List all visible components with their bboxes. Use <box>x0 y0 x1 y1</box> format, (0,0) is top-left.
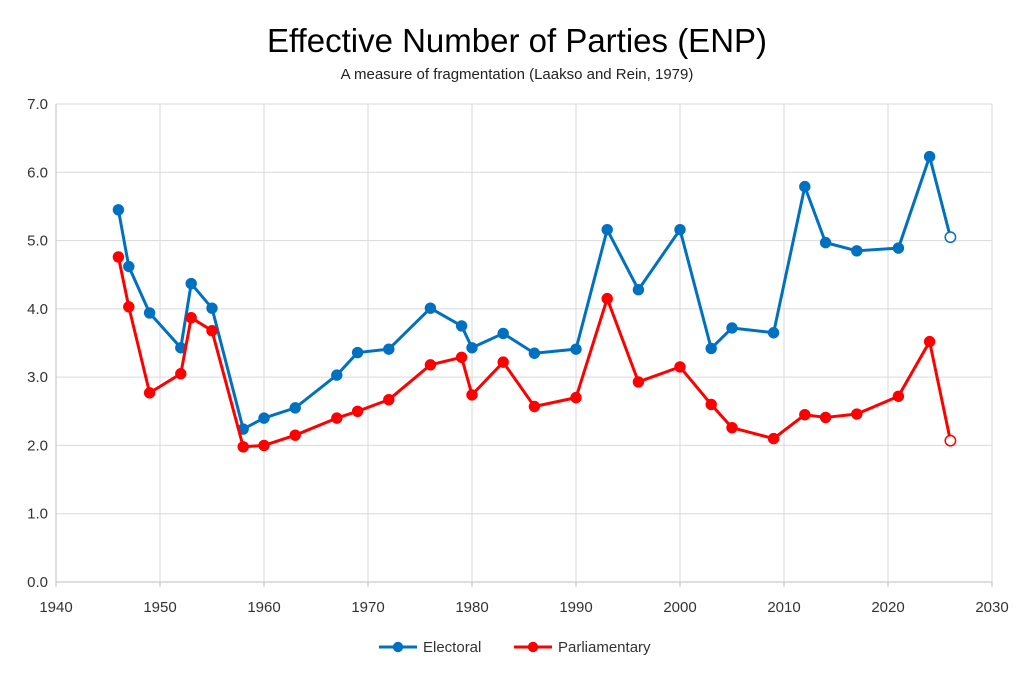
data-point-parliamentary <box>331 412 343 424</box>
data-point-parliamentary <box>175 368 187 380</box>
data-point-electoral <box>632 284 645 296</box>
data-point-electoral <box>258 412 270 424</box>
data-point-electoral <box>570 343 582 355</box>
data-point-electoral <box>351 346 364 359</box>
data-point-electoral <box>289 402 301 414</box>
data-point-parliamentary <box>799 409 811 421</box>
data-point-electoral <box>123 260 135 273</box>
chart-subtitle: A measure of fragmentation (Laakso and R… <box>341 66 694 83</box>
data-point-parliamentary <box>726 421 738 434</box>
data-point-parliamentary <box>123 301 135 313</box>
x-tick-label: 1950 <box>143 599 176 616</box>
legend: Electoral Parliamentary <box>379 639 651 656</box>
series-parliamentary <box>112 251 957 453</box>
y-tick-label: 6.0 <box>27 164 48 181</box>
legend-label-parliamentary: Parliamentary <box>558 639 651 656</box>
data-point-electoral <box>331 369 343 381</box>
data-point-electoral <box>944 231 957 244</box>
data-point-electoral <box>799 180 811 193</box>
data-point-electoral <box>705 342 717 355</box>
x-tick-label: 1970 <box>351 599 384 616</box>
data-point-parliamentary <box>289 429 301 441</box>
data-point-electoral <box>455 320 468 332</box>
data-point-electoral <box>767 327 780 339</box>
data-point-electoral <box>383 343 395 355</box>
data-point-parliamentary <box>632 376 645 388</box>
x-tick-label: 1980 <box>455 599 488 616</box>
data-point-electoral <box>528 347 541 359</box>
legend-item-parliamentary: Parliamentary <box>514 639 651 656</box>
data-point-electoral <box>497 327 509 340</box>
data-point-parliamentary <box>767 432 780 445</box>
series-group <box>112 150 957 453</box>
data-point-parliamentary <box>424 359 437 371</box>
legend-label-electoral: Electoral <box>423 639 481 656</box>
data-point-parliamentary <box>674 361 686 373</box>
legend-marker-parliamentary <box>527 641 539 653</box>
data-point-parliamentary <box>851 408 863 420</box>
legend-item-electoral: Electoral <box>379 639 481 656</box>
data-point-parliamentary <box>601 292 613 305</box>
axes: 0.0 1.0 2.0 3.0 4.0 5.0 6.0 7.0 1940 1950 1960 1970… <box>27 96 1009 616</box>
y-tick-label: 5.0 <box>27 233 48 250</box>
x-tick-label: 2000 <box>663 599 696 616</box>
data-point-electoral <box>819 236 832 249</box>
data-point-electoral <box>424 302 437 314</box>
data-point-parliamentary <box>237 441 249 453</box>
data-point-electoral <box>923 150 936 163</box>
data-point-electoral <box>601 223 613 236</box>
x-tick-label: 2010 <box>767 599 800 616</box>
y-tick-label: 1.0 <box>27 506 48 523</box>
series-electoral <box>112 150 957 435</box>
data-point-parliamentary <box>466 389 478 401</box>
data-point-parliamentary <box>705 398 717 411</box>
data-point-parliamentary <box>923 335 936 348</box>
data-point-electoral <box>185 277 197 290</box>
data-point-parliamentary <box>497 356 509 368</box>
data-point-parliamentary <box>570 391 582 404</box>
data-point-electoral <box>851 245 863 257</box>
data-point-parliamentary <box>185 312 197 324</box>
data-point-parliamentary <box>351 405 364 417</box>
x-tick-label: 1940 <box>39 599 72 616</box>
data-point-electoral <box>112 204 125 216</box>
chart-title: Effective Number of Parties (ENP) <box>267 22 767 59</box>
y-tick-label: 2.0 <box>27 437 48 454</box>
x-tick-label: 1990 <box>559 599 592 616</box>
x-tick-label: 1960 <box>247 599 280 616</box>
x-tick-label: 2030 <box>975 599 1008 616</box>
data-point-parliamentary <box>455 351 468 364</box>
y-tick-label: 4.0 <box>27 301 48 318</box>
data-point-parliamentary <box>819 411 832 424</box>
data-point-parliamentary <box>528 400 541 413</box>
data-point-parliamentary <box>944 434 957 447</box>
data-point-electoral <box>892 242 905 254</box>
data-point-parliamentary <box>206 325 218 337</box>
y-tick-label: 3.0 <box>27 369 48 386</box>
data-point-parliamentary <box>258 439 270 452</box>
data-point-electoral <box>466 342 478 354</box>
data-point-parliamentary <box>143 387 156 399</box>
data-point-parliamentary <box>892 390 905 402</box>
legend-marker-electoral <box>392 641 404 653</box>
y-tick-label: 7.0 <box>27 96 48 113</box>
data-point-electoral <box>206 302 218 314</box>
x-tick-label: 2020 <box>871 599 904 616</box>
data-point-electoral <box>726 322 738 334</box>
y-tick-label: 0.0 <box>27 574 48 591</box>
data-point-parliamentary <box>112 251 125 263</box>
data-point-electoral <box>143 307 156 319</box>
data-point-electoral <box>674 223 686 236</box>
data-point-parliamentary <box>383 393 395 406</box>
